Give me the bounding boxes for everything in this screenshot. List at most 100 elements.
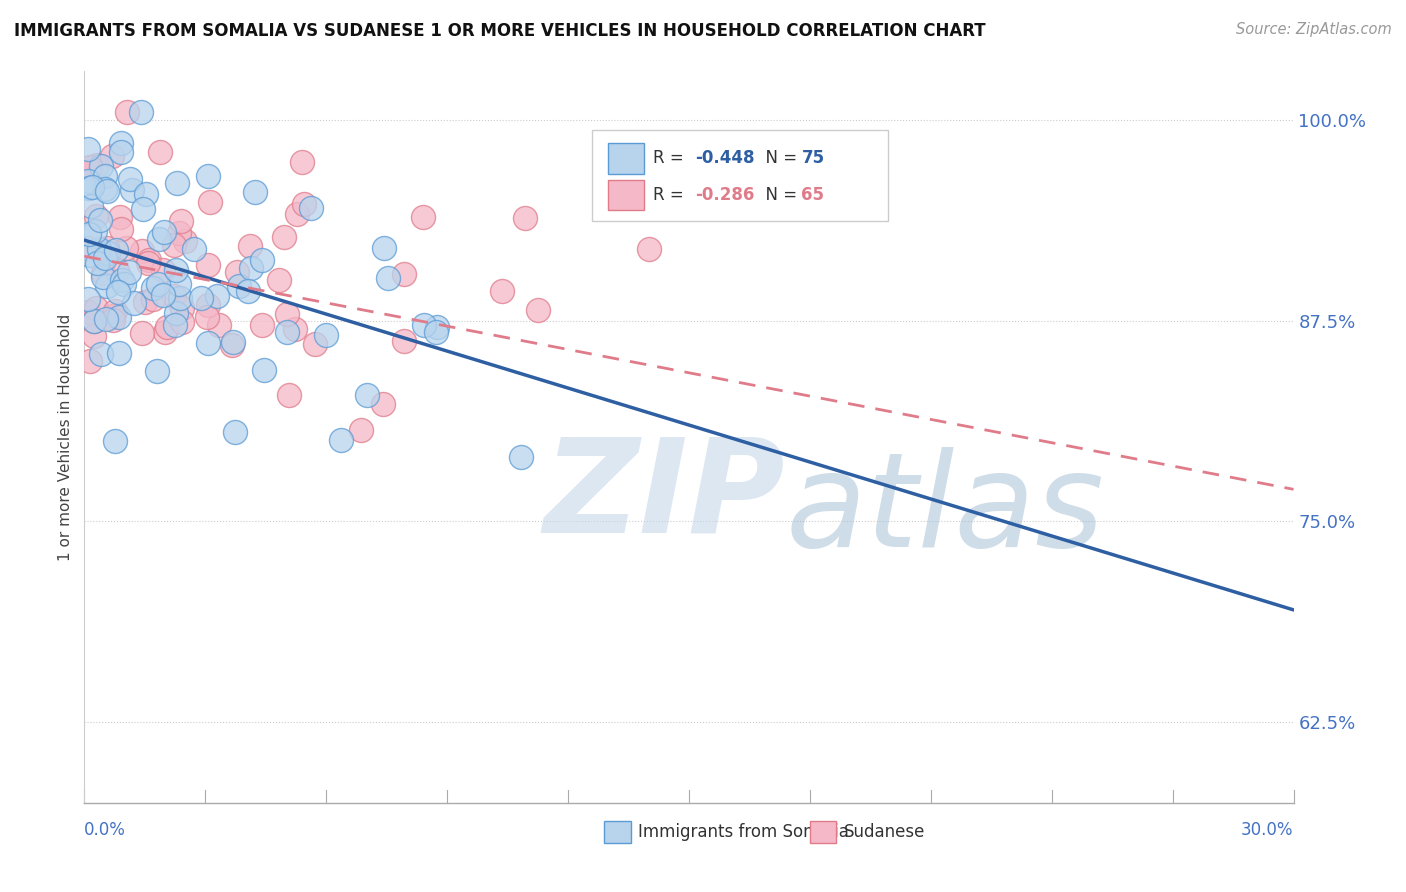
Point <box>166 176 188 190</box>
Point <box>205 289 228 303</box>
Point <box>90 347 112 361</box>
Point <box>111 273 134 287</box>
Point <box>197 297 219 311</box>
Point <box>330 433 353 447</box>
Point <box>172 301 194 315</box>
Point <box>170 315 193 329</box>
Point <box>101 309 124 323</box>
Point <box>112 277 135 291</box>
Point <box>86 157 108 171</box>
Point <box>253 363 276 377</box>
Point <box>278 388 301 402</box>
Point <box>222 334 245 349</box>
Point <box>373 241 395 255</box>
Point <box>104 304 127 318</box>
Point <box>122 296 145 310</box>
Point <box>250 318 273 333</box>
Point <box>103 313 125 327</box>
Point <box>96 241 118 255</box>
Point <box>169 291 191 305</box>
Point <box>228 279 250 293</box>
Text: 75: 75 <box>801 149 824 168</box>
Point <box>83 313 105 327</box>
Point <box>155 325 177 339</box>
Point <box>80 199 103 213</box>
Point <box>152 262 174 277</box>
Text: -0.448: -0.448 <box>695 149 755 168</box>
Point <box>153 225 176 239</box>
Point <box>221 338 243 352</box>
Point <box>136 256 159 270</box>
Point <box>142 292 165 306</box>
Point <box>197 258 219 272</box>
Point <box>165 306 187 320</box>
Point <box>190 291 212 305</box>
Point <box>121 183 143 197</box>
Text: 65: 65 <box>801 186 824 204</box>
FancyBboxPatch shape <box>605 821 631 843</box>
Point <box>183 242 205 256</box>
Point <box>131 244 153 259</box>
Point <box>273 229 295 244</box>
Point <box>148 277 170 291</box>
Text: N =: N = <box>755 149 803 168</box>
Point <box>93 169 115 183</box>
Point <box>89 213 111 227</box>
Point <box>284 321 307 335</box>
Point <box>86 209 108 223</box>
Point <box>299 201 322 215</box>
Point <box>108 310 131 325</box>
Point <box>108 346 131 360</box>
Point <box>377 271 399 285</box>
Point <box>91 269 114 284</box>
FancyBboxPatch shape <box>810 821 837 843</box>
Point <box>83 329 105 343</box>
Point <box>174 234 197 248</box>
Point <box>276 306 298 320</box>
Point <box>515 211 537 226</box>
Point <box>146 363 169 377</box>
Point <box>165 262 187 277</box>
Point <box>236 284 259 298</box>
Text: 30.0%: 30.0% <box>1241 821 1294 839</box>
Text: atlas: atlas <box>786 447 1105 574</box>
Point <box>491 284 513 298</box>
Point <box>285 207 308 221</box>
Point <box>77 181 100 195</box>
Point <box>392 268 415 282</box>
Point <box>77 142 100 156</box>
Point <box>83 224 105 238</box>
Point <box>269 273 291 287</box>
Point <box>134 295 156 310</box>
Point <box>197 169 219 184</box>
FancyBboxPatch shape <box>607 179 644 211</box>
Point <box>152 287 174 301</box>
Point <box>163 238 186 252</box>
Point <box>142 281 165 295</box>
Point <box>115 104 138 119</box>
Text: -0.286: -0.286 <box>695 186 755 204</box>
Text: 0.0%: 0.0% <box>84 821 127 839</box>
Text: IMMIGRANTS FROM SOMALIA VS SUDANESE 1 OR MORE VEHICLES IN HOUSEHOLD CORRELATION : IMMIGRANTS FROM SOMALIA VS SUDANESE 1 OR… <box>14 22 986 40</box>
Point <box>96 311 118 326</box>
Point <box>304 337 326 351</box>
Point <box>77 174 100 188</box>
Point <box>638 242 661 256</box>
Point <box>198 194 221 209</box>
Point <box>131 326 153 341</box>
Point <box>163 289 186 303</box>
Point <box>225 264 247 278</box>
Point <box>149 145 172 159</box>
Point <box>413 318 436 333</box>
Text: R =: R = <box>652 186 689 204</box>
Point <box>110 136 132 150</box>
Point <box>239 239 262 253</box>
Text: Source: ZipAtlas.com: Source: ZipAtlas.com <box>1236 22 1392 37</box>
Point <box>148 232 170 246</box>
Point <box>86 256 108 270</box>
Point <box>77 293 100 307</box>
Point <box>108 210 131 224</box>
Point <box>89 242 111 256</box>
Point <box>208 318 231 332</box>
Point <box>77 305 100 319</box>
